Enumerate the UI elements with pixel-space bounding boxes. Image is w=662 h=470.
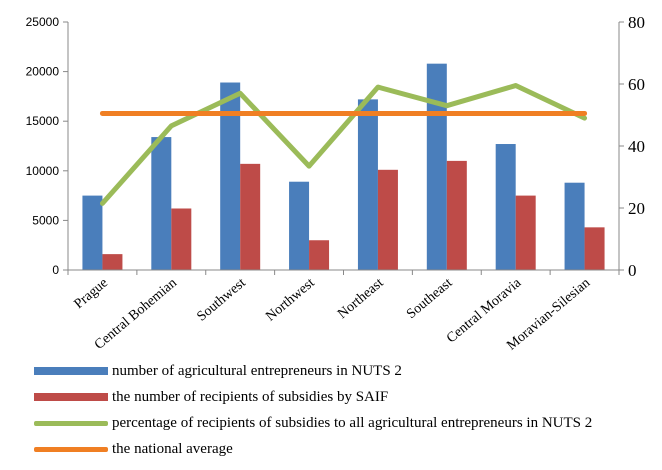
bar-recipients: [515, 195, 536, 270]
legend-swatch-recipients: [34, 393, 108, 401]
right-tick-label: 20: [628, 199, 645, 218]
category-label: Southwest: [194, 276, 248, 325]
bar-recipients: [309, 240, 330, 270]
category-label: Northwest: [263, 276, 317, 325]
left-tick-label: 20000: [26, 65, 60, 79]
bar-entrepreneurs: [564, 182, 585, 270]
right-tick-label: 40: [628, 137, 645, 156]
right-tick-label: 80: [628, 13, 645, 32]
legend-swatch-percentage: [34, 420, 108, 426]
bar-entrepreneurs: [495, 144, 516, 270]
bar-entrepreneurs: [82, 195, 103, 270]
category-label: Southeast: [404, 276, 455, 323]
right-tick-label: 60: [628, 75, 645, 94]
bar-recipients: [377, 169, 398, 270]
bar-entrepreneurs: [426, 63, 447, 270]
left-tick-label: 0: [52, 263, 59, 277]
bar-entrepreneurs: [220, 82, 241, 271]
bar-recipients: [102, 254, 123, 270]
bar-entrepreneurs: [151, 137, 172, 270]
legend: number of agricultural entrepreneurs in …: [34, 358, 592, 462]
left-axis-ticks: 0 5000 10000 15000 20000 25000: [26, 15, 68, 277]
legend-item-entrepreneurs: number of agricultural entrepreneurs in …: [34, 358, 592, 384]
chart: 0 5000 10000 15000 20000 25000 0 20 40 60 80 Prag…: [26, 13, 645, 354]
bar-recipients: [240, 163, 261, 270]
legend-item-percentage: percentage of recipients of subsidies to…: [34, 410, 592, 436]
legend-label-percentage: percentage of recipients of subsidies to…: [112, 414, 593, 431]
legend-swatch-national-average: [34, 446, 108, 452]
legend-label-entrepreneurs: number of agricultural entrepreneurs in …: [112, 362, 402, 379]
left-tick-label: 5000: [32, 213, 59, 227]
bars: [82, 63, 605, 271]
category-label: Prague: [72, 276, 111, 312]
bar-entrepreneurs: [357, 99, 378, 270]
bar-recipients: [171, 208, 192, 270]
legend-label-recipients: the number of recipients of subsidies by…: [112, 388, 389, 405]
right-axis-ticks: 0 20 40 60 80: [619, 13, 645, 280]
right-tick-label: 0: [628, 261, 637, 280]
bar-recipients: [446, 160, 467, 270]
legend-item-recipients: the number of recipients of subsidies by…: [34, 384, 592, 410]
legend-label-national-average: the national average: [112, 440, 233, 457]
line-percentage: [99, 83, 588, 206]
left-tick-label: 25000: [26, 15, 60, 29]
legend-item-national-average: the national average: [34, 436, 592, 462]
bar-recipients: [584, 227, 605, 270]
left-tick-label: 15000: [26, 114, 60, 128]
legend-swatch-entrepreneurs: [34, 367, 108, 375]
category-label: Northeast: [335, 276, 386, 323]
left-tick-label: 10000: [26, 164, 60, 178]
lines: [99, 83, 588, 206]
bar-entrepreneurs: [289, 181, 310, 270]
axes: [67, 22, 620, 275]
